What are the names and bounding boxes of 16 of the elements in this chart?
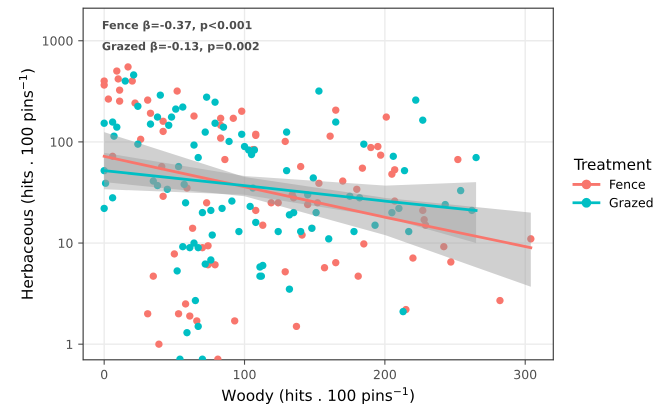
y-axis-title: Herbaceous (hits . 100 pins$^{−1}$): [19, 69, 36, 299]
legend-label: Grazed: [610, 198, 652, 208]
annotation: Fence β=-0.37, p<0.001: [102, 20, 252, 32]
legend-title: Treatment: [574, 158, 652, 170]
line-series: [102, 154, 532, 250]
x-tick-label: 300: [514, 370, 536, 380]
y-tick-label: 1000: [42, 36, 73, 46]
y-tick-label: 100: [50, 137, 73, 147]
x-axis-title: Woody (hits . 100 pins$^{−1}$): [222, 387, 414, 404]
annotation: Grazed β=-0.13, p=0.002: [102, 42, 259, 52]
y-tick-label: 10: [58, 238, 73, 248]
y-tick-label: 1: [66, 340, 72, 349]
legend-label: Fence: [610, 180, 645, 189]
x-tick-label: 0: [101, 370, 108, 380]
x-tick-label: 200: [374, 370, 396, 380]
x-tick-label: 100: [234, 370, 256, 380]
